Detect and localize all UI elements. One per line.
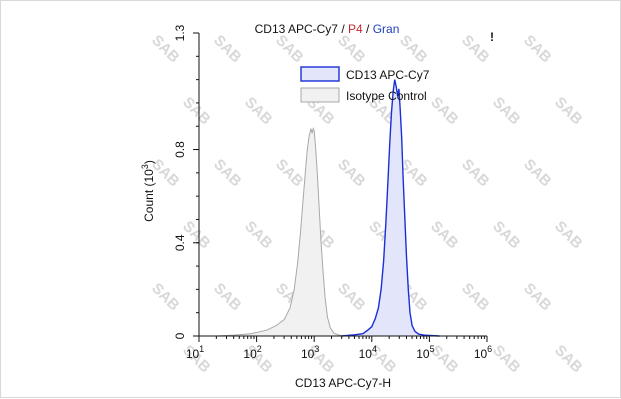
series-line xyxy=(341,79,440,337)
watermark-text: SAB xyxy=(210,156,245,191)
y-tick-label: 0.4 xyxy=(173,234,187,251)
watermark-text: SAB xyxy=(210,280,245,315)
watermark-text: SAB xyxy=(551,218,586,253)
watermark-text: SAB xyxy=(272,32,307,67)
watermark-text: SAB xyxy=(241,218,276,253)
watermark-text: SAB xyxy=(458,156,493,191)
y-axis-ticks: 0 0.4 0.8 1.3 xyxy=(173,24,199,339)
y-axis-label-close: ) xyxy=(142,160,156,164)
watermark-text: SAB xyxy=(334,32,369,67)
y-tick-label: 0.8 xyxy=(173,141,187,158)
series-layer xyxy=(216,79,440,337)
watermark-text: SAB xyxy=(520,156,555,191)
watermark-text: SAB xyxy=(489,342,524,377)
watermark-text: SAB xyxy=(396,32,431,67)
watermark-text: SAB xyxy=(427,94,462,129)
x-axis-label: CD13 APC-Cy7-H xyxy=(295,376,391,390)
watermark-text: SAB xyxy=(458,280,493,315)
watermark-text: SAB xyxy=(458,32,493,67)
legend-label: Isotype Control xyxy=(346,89,427,103)
series-area xyxy=(341,79,440,336)
watermark-text: SAB xyxy=(272,156,307,191)
watermark-text: SAB xyxy=(210,32,245,67)
watermark-text: SAB xyxy=(551,94,586,129)
x-tick-exponent: 1 xyxy=(199,344,204,354)
x-tick-exponent: 6 xyxy=(487,344,492,354)
y-axis-label-text: Count (10 xyxy=(142,169,156,222)
series-line xyxy=(216,127,346,337)
watermark-text: SAB xyxy=(489,218,524,253)
legend-label: CD13 APC-Cy7 xyxy=(346,68,430,82)
y-axis-label-exponent: 3 xyxy=(140,164,150,169)
watermark-text: SAB xyxy=(427,218,462,253)
legend-swatch xyxy=(300,66,340,82)
x-tick-exponent: 3 xyxy=(314,344,319,354)
x-tick-label: 103 xyxy=(301,344,319,361)
chart-title: CD13 APC-Cy7 / P4 / Gran xyxy=(255,22,400,36)
x-tick-label: 101 xyxy=(186,344,204,361)
watermark-text: SAB xyxy=(148,280,183,315)
chart-title-part: / xyxy=(338,22,348,36)
x-tick-exponent: 5 xyxy=(430,344,435,354)
x-tick-base: 10 xyxy=(301,347,315,361)
x-tick-exponent: 4 xyxy=(372,344,377,354)
x-tick-label: 102 xyxy=(243,344,261,361)
x-tick-label: 105 xyxy=(416,344,434,361)
series-area xyxy=(216,128,346,336)
y-axis-label: Count (103) xyxy=(140,160,156,222)
x-tick-base: 10 xyxy=(359,347,373,361)
watermark-text: SAB xyxy=(179,94,214,129)
legend-swatch xyxy=(300,87,340,103)
watermark-text: SAB xyxy=(334,280,369,315)
chart-title-part: / xyxy=(363,22,373,36)
x-tick-base: 10 xyxy=(474,347,488,361)
x-axis-ticks: 101 102 103 104 105 106 xyxy=(186,336,492,361)
watermark-text: SAB xyxy=(241,94,276,129)
legend: CD13 APC-Cy7 Isotype Control xyxy=(300,66,430,103)
title-mark: ! xyxy=(490,30,494,44)
chart-title-part: P4 xyxy=(348,22,363,36)
x-tick-base: 10 xyxy=(416,347,430,361)
x-tick-base: 10 xyxy=(186,347,200,361)
x-tick-exponent: 2 xyxy=(257,344,262,354)
watermark-text: SAB xyxy=(334,156,369,191)
y-tick-label: 0 xyxy=(173,332,187,339)
watermark-layer: SAB SAB SAB SAB SAB SAB SAB SAB SAB SAB SAB SAB SAB S… xyxy=(148,32,586,377)
x-tick-label: 104 xyxy=(359,344,377,361)
chart-title-part: CD13 APC-Cy7 xyxy=(255,22,339,36)
watermark-text: SAB xyxy=(520,280,555,315)
x-tick-base: 10 xyxy=(243,347,257,361)
y-tick-label: 1.3 xyxy=(173,24,187,41)
watermark-text: SAB xyxy=(551,342,586,377)
watermark-text: SAB xyxy=(520,32,555,67)
x-tick-label: 106 xyxy=(474,344,492,361)
chart-title-part: Gran xyxy=(373,22,400,36)
watermark-text: SAB xyxy=(489,94,524,129)
